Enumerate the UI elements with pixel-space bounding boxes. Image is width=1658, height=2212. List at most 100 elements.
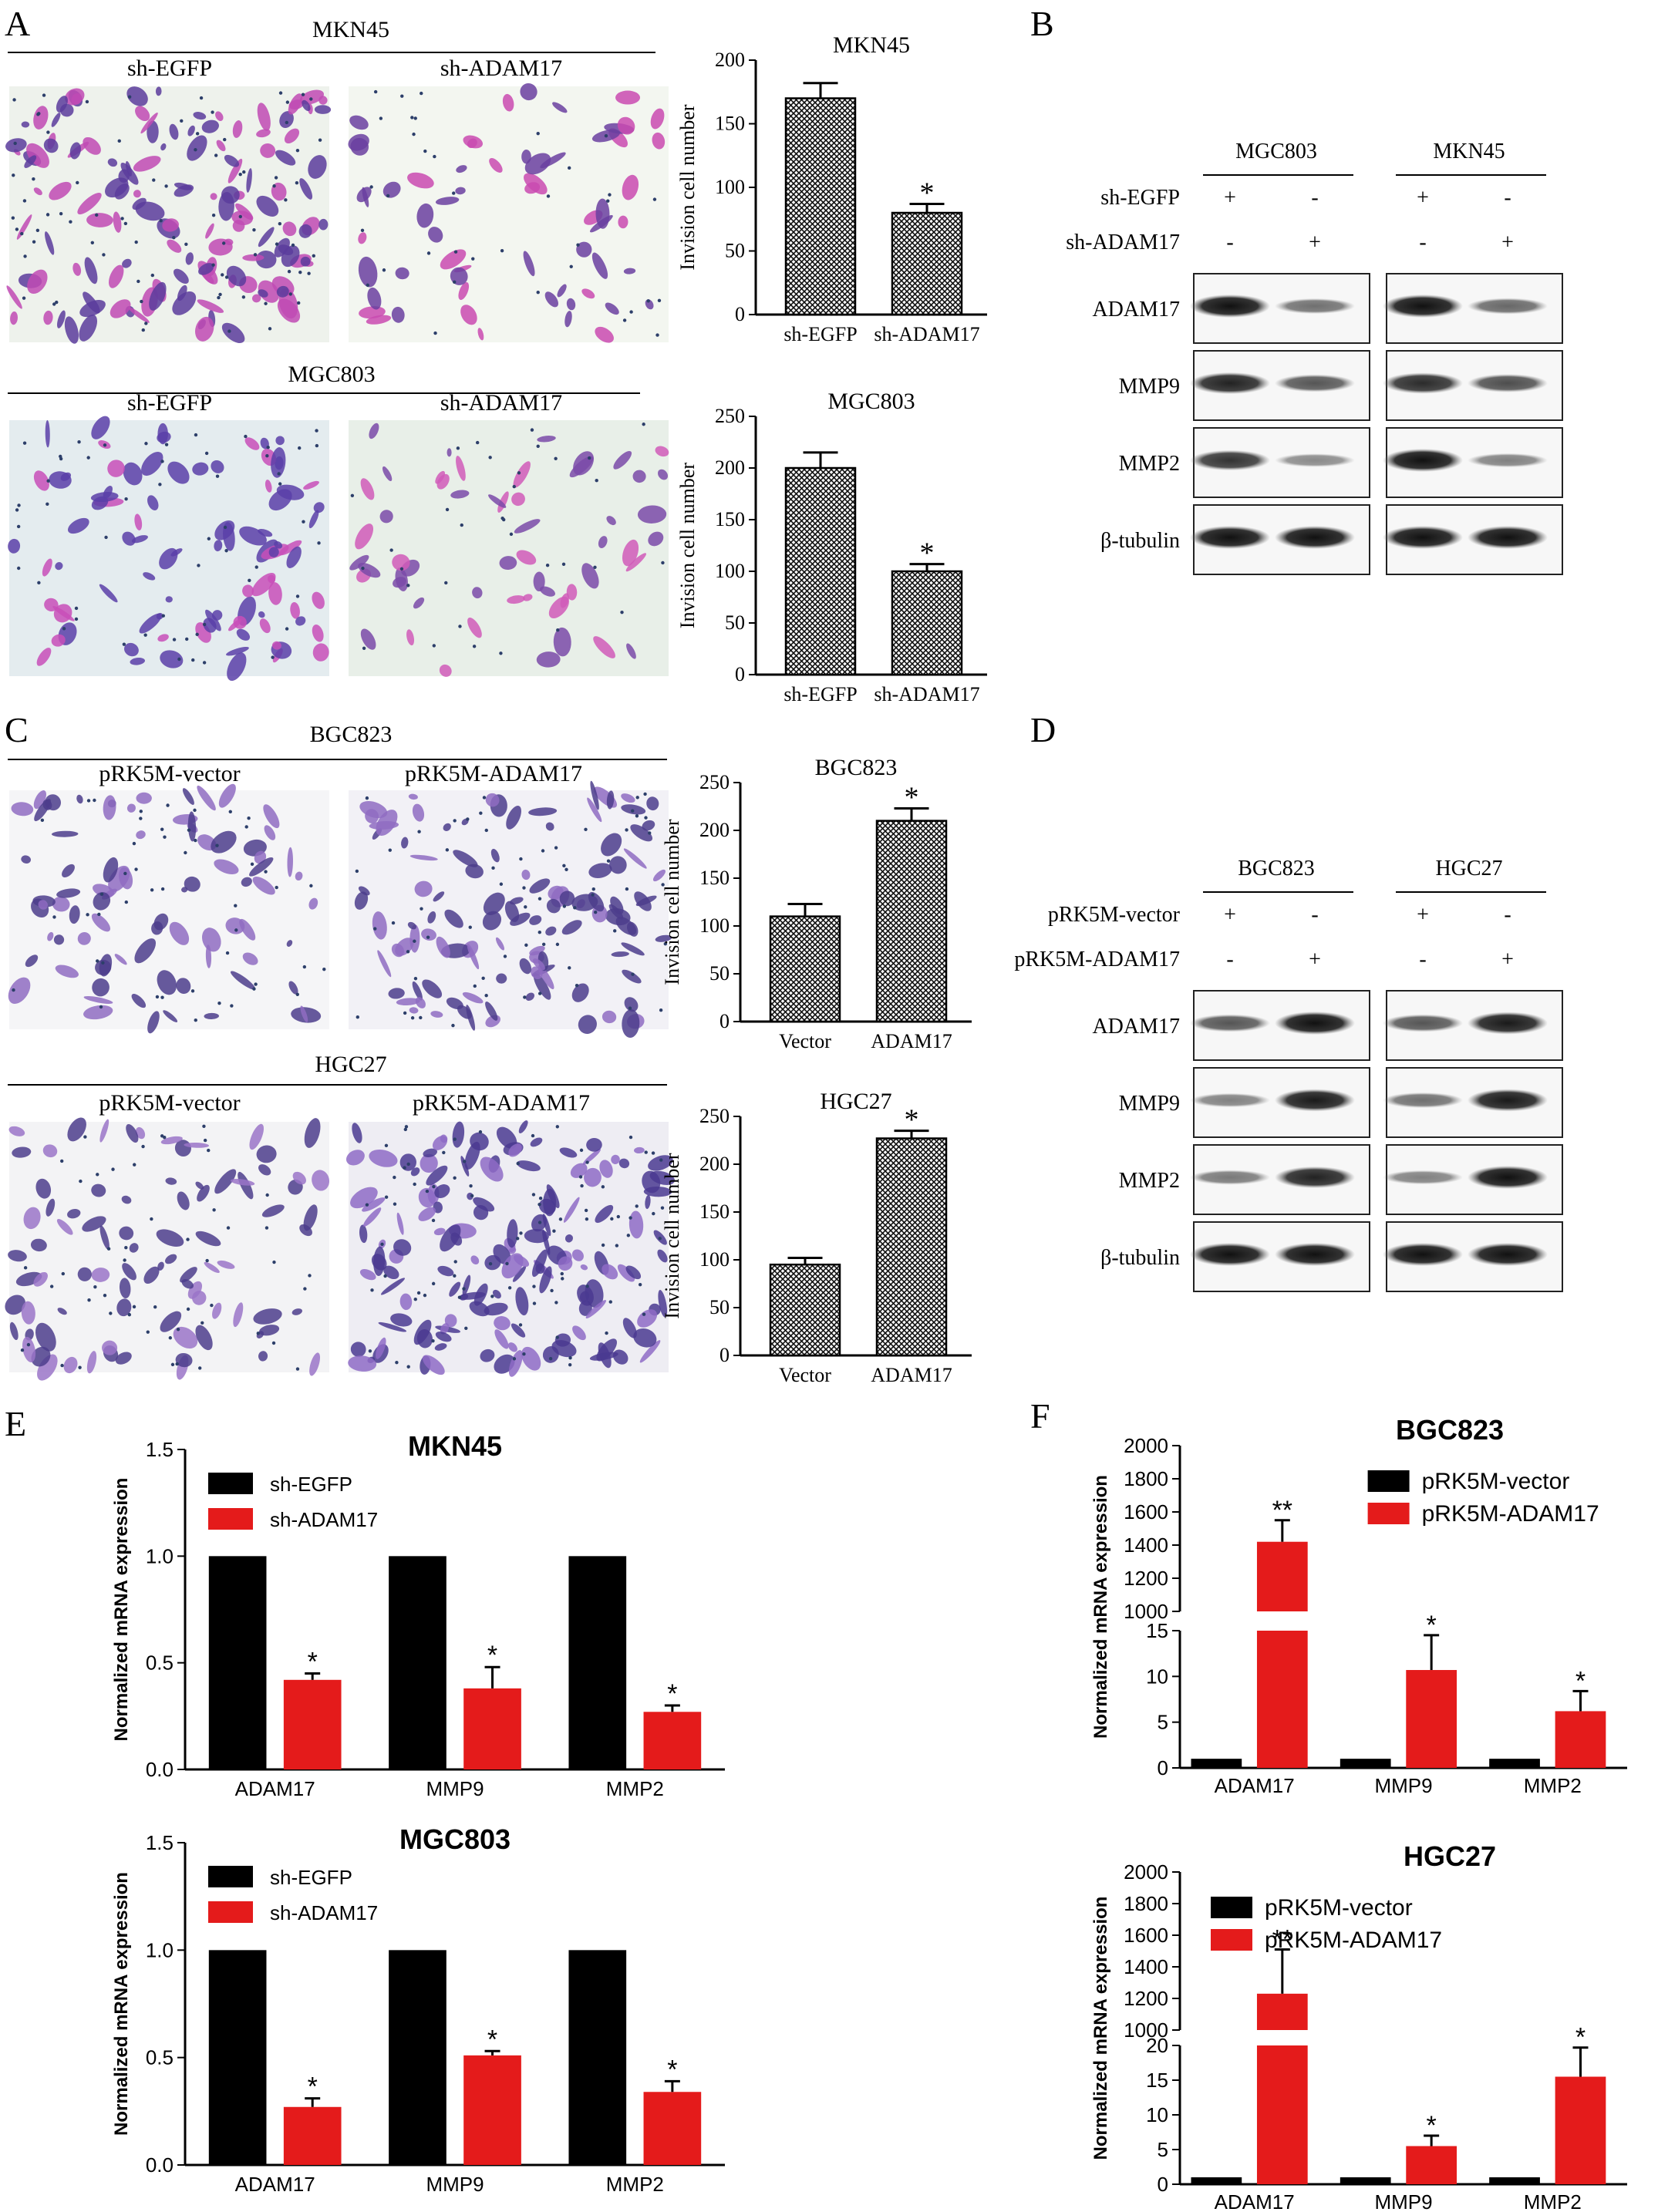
pore-dot — [379, 116, 383, 120]
pore-dot — [277, 472, 281, 476]
pore-dot — [373, 927, 377, 931]
y-tick-label: 1400 — [1124, 1534, 1168, 1557]
stained-cell — [544, 291, 558, 308]
pore-dot — [593, 565, 597, 569]
stained-cell — [286, 940, 293, 947]
pore-dot — [628, 1216, 632, 1220]
pore-dot — [431, 1338, 435, 1343]
stained-cell — [450, 1232, 463, 1246]
stained-cell — [242, 952, 258, 965]
stained-cell — [540, 586, 555, 597]
stained-cell — [622, 1318, 637, 1338]
stained-cell — [435, 197, 460, 205]
y-tick-label: 50 — [725, 240, 745, 262]
pore-dot — [412, 132, 416, 136]
pore-dot — [601, 1185, 605, 1189]
stained-cell — [91, 1268, 110, 1282]
stained-cell — [8, 1126, 25, 1136]
pore-dot — [90, 241, 95, 244]
pore-dot — [644, 1150, 648, 1154]
stained-cell — [521, 1346, 541, 1371]
pore-dot — [61, 1271, 66, 1276]
stained-cell — [618, 215, 628, 229]
bar — [283, 2106, 342, 2165]
stained-cell — [167, 461, 190, 484]
pore-dot — [12, 988, 15, 992]
stained-cell — [388, 988, 405, 999]
stained-cell — [529, 915, 542, 925]
stained-cell — [257, 103, 271, 131]
pore-dot — [194, 433, 198, 437]
stained-cell — [449, 1281, 461, 1297]
chart-title: MKN45 — [833, 32, 910, 58]
pore-dot — [499, 882, 504, 886]
stained-cell — [559, 891, 575, 907]
bar — [208, 1950, 267, 2165]
protein-band — [1190, 526, 1270, 549]
stained-cell — [508, 1143, 522, 1157]
pore-dot — [315, 443, 319, 448]
stained-cell — [274, 540, 283, 549]
pore-dot — [413, 116, 417, 120]
panel-b-western-blot: MGC803 MKN45 sh-EGFP + - + - sh-ADAM17 - + - + ADAM1… — [1066, 140, 1563, 575]
stained-cell — [102, 1340, 118, 1355]
stained-cell — [124, 642, 139, 657]
pore-dot — [541, 849, 545, 853]
pore-dot — [248, 578, 251, 583]
pore-dot — [295, 992, 299, 996]
stained-cell — [230, 1179, 255, 1186]
stained-cell — [225, 917, 245, 934]
bar — [1489, 2177, 1540, 2184]
stained-cell — [587, 797, 602, 823]
pore-dot — [628, 1135, 633, 1140]
stained-cell — [439, 664, 452, 677]
stained-cell — [423, 1148, 437, 1157]
pore-dot — [160, 1134, 164, 1138]
pore-dot — [478, 1130, 483, 1134]
stained-cell — [528, 807, 558, 816]
pore-dot — [163, 835, 167, 839]
stained-cell — [308, 510, 319, 529]
pore-dot — [172, 236, 176, 240]
stained-cell — [369, 1149, 398, 1167]
pore-dot — [406, 1162, 410, 1167]
stained-cell — [535, 1263, 545, 1274]
pore-dot — [453, 1137, 457, 1141]
pore-dot — [295, 594, 300, 598]
pore-dot — [266, 445, 270, 449]
stained-cell — [125, 160, 132, 177]
pore-dot — [646, 299, 650, 303]
stained-cell — [601, 833, 622, 857]
stained-cell — [300, 256, 311, 267]
pore-dot — [16, 566, 21, 571]
stained-cell — [618, 1158, 630, 1169]
blot-row-label: MMP9 — [1119, 375, 1180, 399]
x-tick-label: sh-ADAM17 — [874, 683, 979, 705]
stained-cell — [36, 648, 52, 666]
y-tick-label: 1200 — [1124, 1987, 1168, 2010]
stained-cell — [456, 456, 466, 481]
stained-cell — [131, 535, 148, 544]
protein-band — [1383, 372, 1463, 394]
stained-cell — [292, 1171, 306, 1185]
pore-dot — [588, 456, 591, 460]
stained-cell — [436, 936, 450, 958]
treatment-sign: - — [1419, 231, 1426, 254]
stained-cell — [284, 128, 300, 144]
blot-group-label: BGC823 — [1238, 857, 1315, 880]
stained-cell — [45, 794, 61, 811]
protein-band — [1190, 1170, 1270, 1185]
stained-cell — [430, 1011, 443, 1018]
y-axis-label: Invision cell number — [661, 1153, 683, 1319]
stained-cell — [366, 315, 392, 325]
bar — [784, 97, 857, 316]
stained-cell — [507, 1219, 518, 1248]
pore-dot — [198, 1366, 202, 1370]
pore-dot — [104, 535, 108, 540]
pore-dot — [393, 1175, 396, 1180]
stained-cell — [230, 971, 256, 990]
stained-cell — [133, 190, 141, 198]
stained-cell — [300, 1005, 308, 1022]
significance-mark: ** — [1272, 1496, 1292, 1525]
stained-cell — [637, 1309, 658, 1328]
